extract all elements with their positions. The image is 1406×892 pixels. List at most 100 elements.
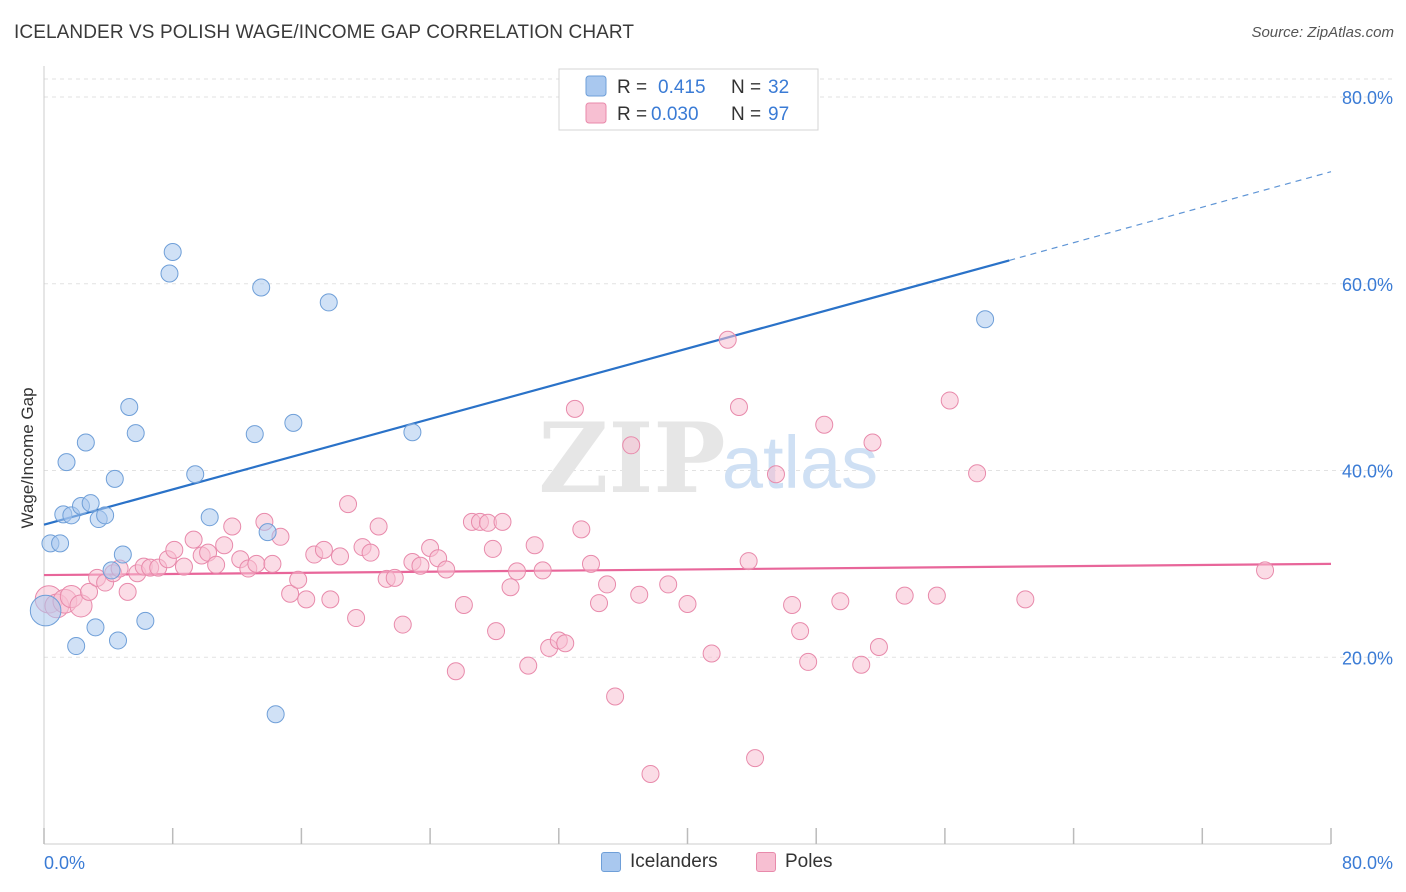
- pole-point: [718, 330, 737, 349]
- icelander-point: [67, 637, 86, 656]
- pole-point: [393, 615, 412, 634]
- bottom-legend: Icelanders Poles: [0, 851, 1406, 877]
- pole-point: [501, 578, 520, 597]
- series-icelanders-points: [29, 243, 995, 724]
- icelander-point: [252, 278, 271, 297]
- trend-line-icelanders-extension: [1009, 171, 1332, 261]
- watermark-zip: ZIP: [538, 402, 725, 515]
- pole-point: [533, 561, 552, 580]
- pole-point: [483, 539, 502, 558]
- pole-point: [347, 609, 366, 628]
- pole-point: [565, 399, 584, 418]
- pole-point: [411, 556, 430, 575]
- pole-point: [831, 592, 850, 611]
- legend-n-value-1: 32: [768, 77, 789, 98]
- x-tick-label: 80.0%: [1342, 853, 1393, 873]
- pole-point: [297, 590, 316, 609]
- pole-point: [165, 540, 184, 559]
- legend-n-value-2: 97: [768, 104, 789, 125]
- pole-point: [590, 594, 609, 613]
- pole-point: [1016, 590, 1035, 609]
- pole-point: [556, 634, 575, 653]
- series-poles-points: [34, 330, 1275, 783]
- icelander-point: [163, 243, 182, 262]
- icelander-point: [113, 545, 132, 564]
- pole-point: [493, 512, 512, 531]
- legend-r-value-1: 0.415: [658, 77, 706, 98]
- pole-point: [361, 543, 380, 562]
- pole-point: [622, 436, 641, 455]
- tick-labels: 20.0% 40.0% 60.0% 80.0% 0.0% 80.0%: [44, 88, 1393, 873]
- y-tick-label: 20.0%: [1342, 648, 1393, 668]
- legend-r-label-1: R =: [617, 77, 647, 98]
- pole-point: [572, 520, 591, 539]
- pole-point: [289, 570, 308, 589]
- icelander-point: [258, 523, 277, 542]
- icelander-point: [57, 453, 76, 472]
- pole-point: [869, 637, 888, 656]
- pole-point: [1256, 561, 1275, 580]
- pole-point: [118, 582, 137, 601]
- pole-point: [339, 495, 358, 514]
- legend: R = 0.415 N = 32 R = 0.030 N = 97: [558, 68, 819, 131]
- trend-line-icelanders: [43, 259, 1010, 526]
- pole-point: [895, 586, 914, 605]
- icelander-point: [29, 594, 62, 627]
- pole-point: [746, 749, 765, 768]
- legend-item-icelanders[interactable]: Icelanders: [601, 851, 718, 873]
- y-tick-label: 60.0%: [1342, 275, 1393, 295]
- icelander-point: [81, 494, 100, 513]
- pole-point: [437, 560, 456, 579]
- y-tick-label: 40.0%: [1342, 462, 1393, 482]
- trend-lines: [43, 171, 1332, 577]
- icelander-point: [105, 469, 124, 488]
- pole-point: [446, 662, 465, 681]
- legend-r-label-2: R =: [617, 104, 647, 125]
- pole-point: [641, 764, 660, 783]
- pole-point: [791, 622, 810, 641]
- icelander-point: [109, 631, 128, 650]
- legend-n-label-2: N =: [731, 104, 761, 125]
- pole-point: [678, 595, 697, 614]
- pole-point: [321, 590, 340, 609]
- pole-point: [852, 655, 871, 674]
- pole-point: [281, 584, 300, 603]
- legend-swatch-icelanders: [585, 75, 607, 97]
- legend-item-poles[interactable]: Poles: [756, 851, 833, 873]
- icelander-point: [200, 508, 219, 527]
- pole-point: [606, 687, 625, 706]
- trend-line-poles: [43, 562, 1332, 577]
- pole-point: [968, 464, 987, 483]
- icelander-point: [51, 534, 70, 553]
- pole-point: [454, 595, 473, 614]
- pole-point: [581, 554, 600, 573]
- pole-point: [223, 517, 242, 536]
- icelander-point: [266, 705, 285, 724]
- pole-point: [940, 391, 959, 410]
- icelander-point: [126, 424, 145, 443]
- source-credit: Source: ZipAtlas.com: [1251, 24, 1394, 41]
- pole-point: [525, 536, 544, 555]
- legend-icon-icelanders: [601, 852, 621, 872]
- pole-point: [215, 536, 234, 555]
- icelander-point: [245, 425, 264, 444]
- pole-point: [487, 622, 506, 641]
- pole-point: [927, 586, 946, 605]
- legend-label-icelanders: Icelanders: [630, 851, 718, 872]
- pole-point: [863, 433, 882, 452]
- pole-point: [519, 656, 538, 675]
- y-tick-label: 80.0%: [1342, 88, 1393, 108]
- legend-label-poles: Poles: [785, 851, 833, 872]
- legend-icon-poles: [756, 852, 776, 872]
- pole-point: [702, 644, 721, 663]
- icelander-point: [86, 618, 105, 637]
- axes: [43, 66, 1332, 845]
- chart-title: ICELANDER VS POLISH WAGE/INCOME GAP CORR…: [14, 22, 635, 43]
- pole-point: [385, 568, 404, 587]
- icelander-point: [403, 423, 422, 442]
- pole-point: [766, 465, 785, 484]
- icelander-point: [319, 293, 338, 312]
- pole-point: [739, 552, 758, 571]
- y-axis-label: Wage/Income Gap: [18, 387, 37, 528]
- pole-point: [80, 582, 99, 601]
